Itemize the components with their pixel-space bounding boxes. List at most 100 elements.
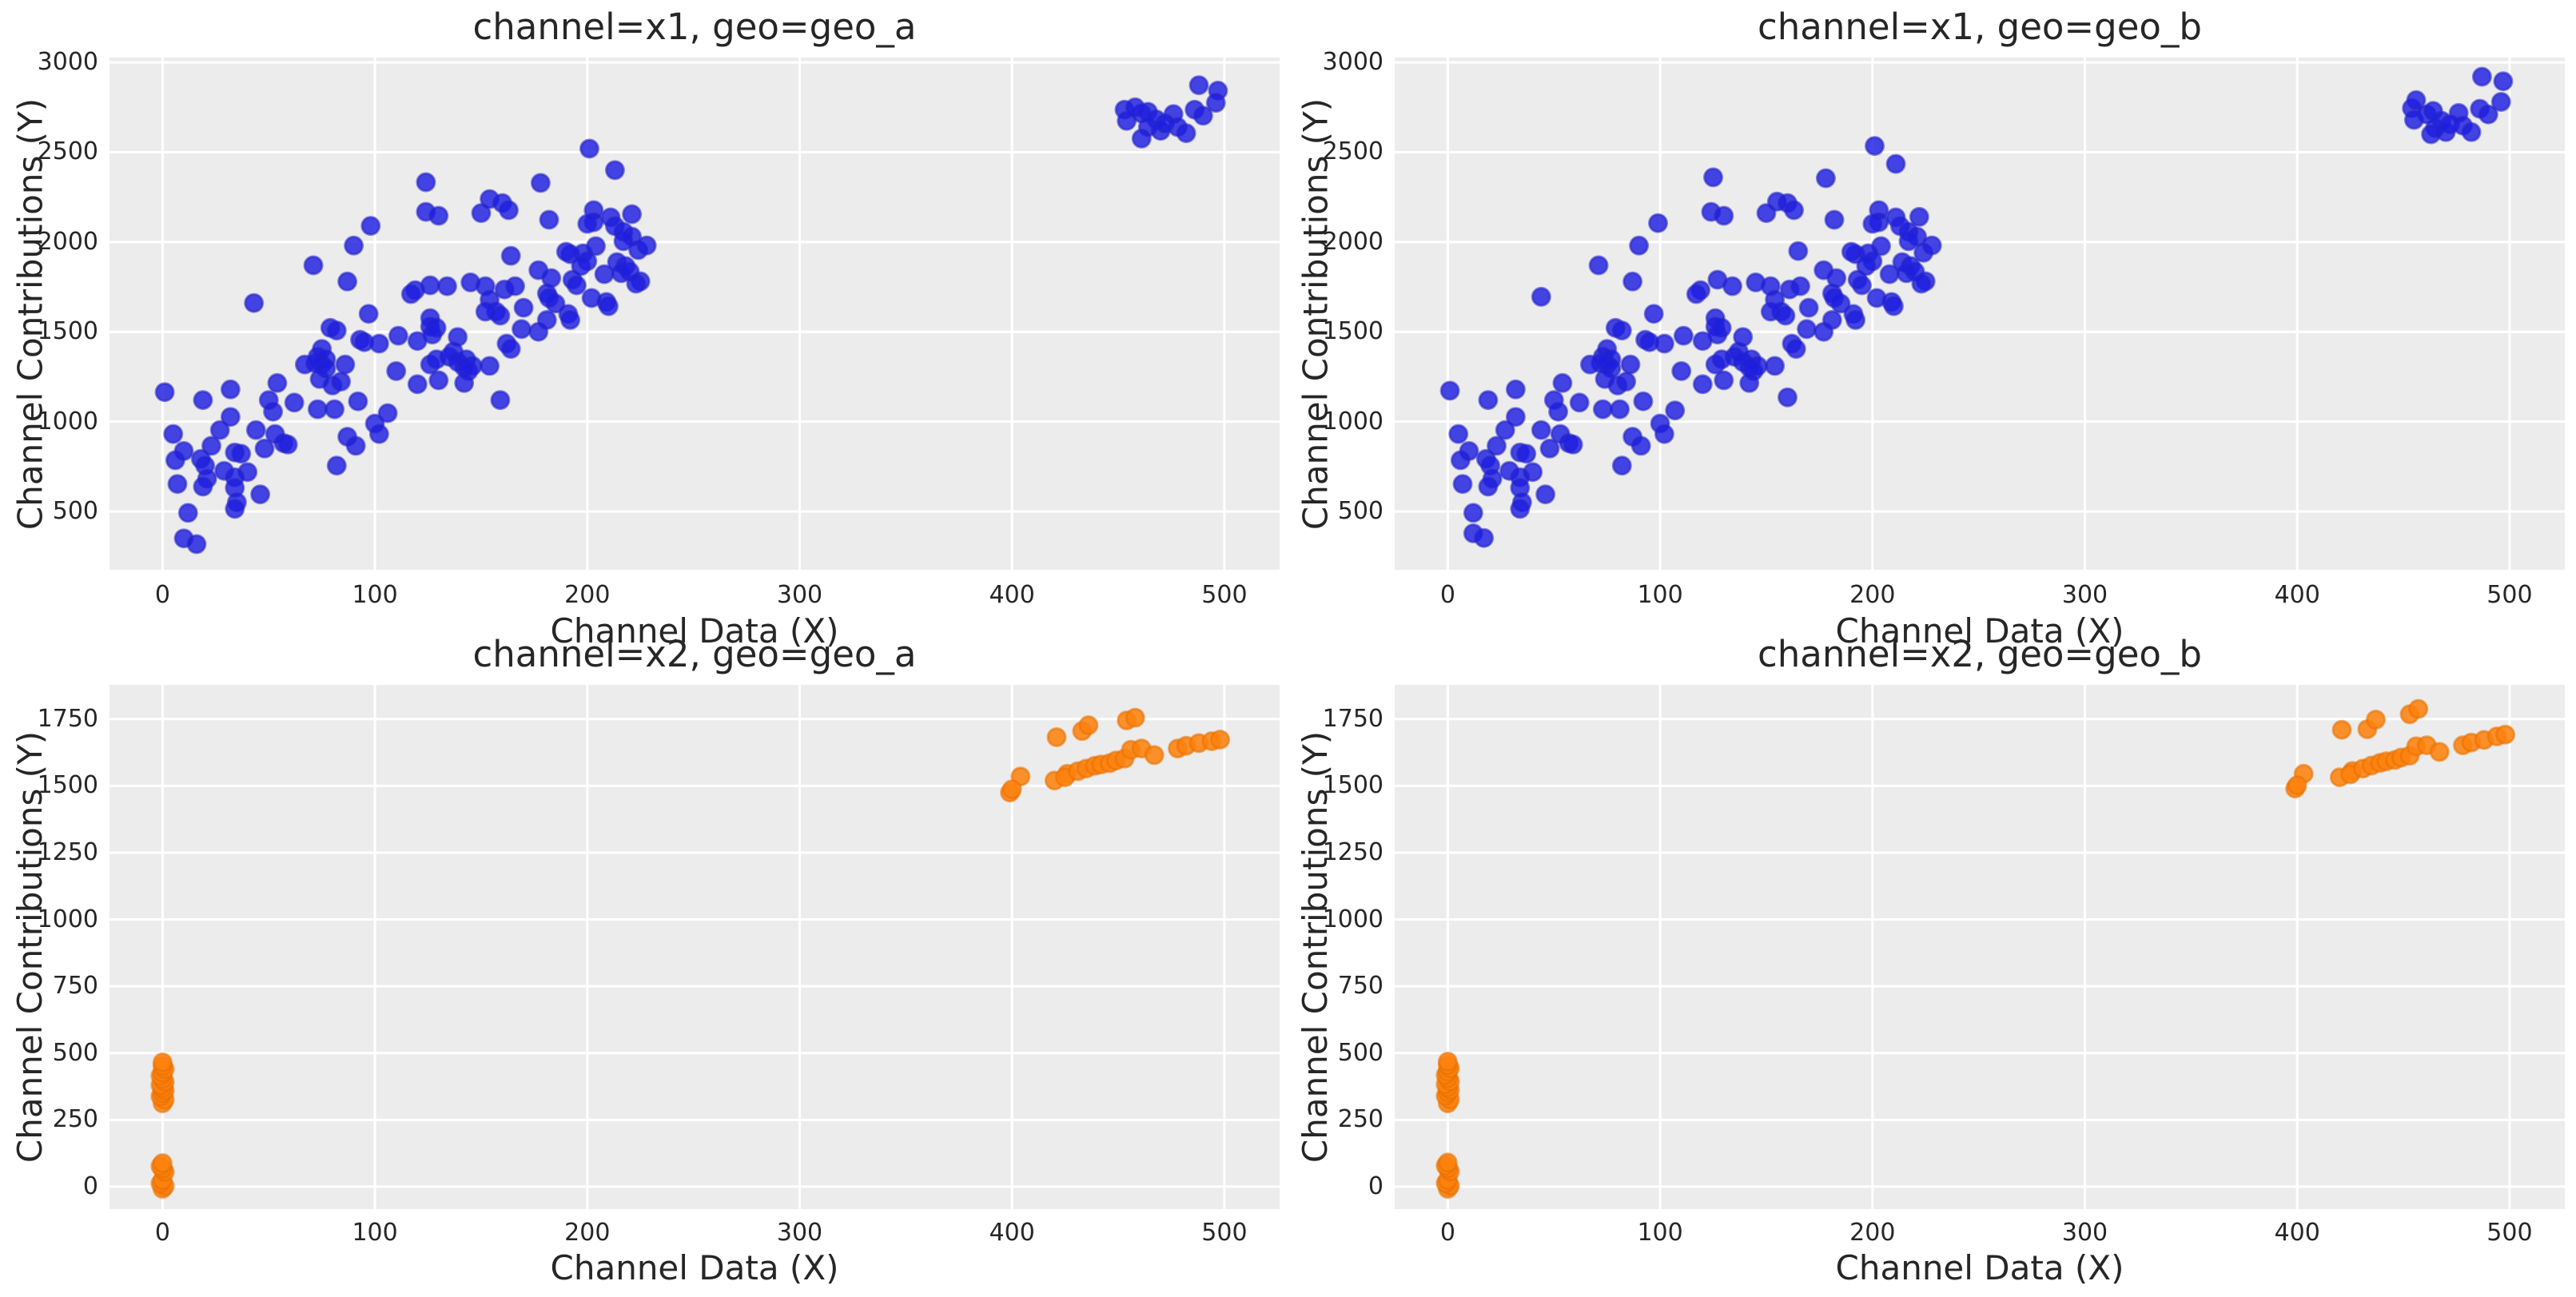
y-tick-label: 500 <box>52 496 98 525</box>
x-tick-label: 400 <box>2274 581 2320 609</box>
scatter-point <box>1188 75 1209 96</box>
scatter-point <box>1797 319 1817 340</box>
scatter-point <box>345 436 366 456</box>
scatter-point <box>1495 420 1515 440</box>
scatter-point <box>220 379 241 400</box>
scatter-point <box>1633 391 1654 412</box>
scatter-point <box>186 534 207 555</box>
scatter-point <box>1784 200 1804 221</box>
scatter-point <box>1505 379 1526 400</box>
scatter-point <box>1548 401 1569 422</box>
scatter-point <box>1463 503 1483 523</box>
scatter-point <box>428 205 449 226</box>
scatter-point <box>277 434 298 455</box>
scatter-point <box>335 354 356 375</box>
plot-area-x2-geo-b <box>1395 685 2565 1209</box>
scatter-point <box>1611 320 1632 341</box>
scatter-point <box>1692 374 1713 395</box>
x-tick-label: 100 <box>1637 581 1683 609</box>
y-tick-label: 1000 <box>1322 905 1384 933</box>
scatter-point <box>636 235 657 256</box>
subplot-title-x1-geo-a: channel=x1, geo=geo_a <box>472 6 917 48</box>
scatter-point <box>1714 205 1734 226</box>
scatter-point <box>500 245 521 266</box>
scatter-point <box>1579 354 1600 375</box>
x-tick-label: 300 <box>776 581 823 609</box>
x-tick-label: 400 <box>989 1219 1035 1247</box>
scatter-point <box>1824 288 1845 308</box>
x-axis-label: Channel Data (X) <box>1835 611 2124 650</box>
scatter-point <box>1450 450 1471 471</box>
scatter-point <box>1192 105 1213 126</box>
scatter-point <box>1921 235 1942 256</box>
x-tick-label: 400 <box>2274 1219 2320 1247</box>
y-tick-label: 1250 <box>37 837 98 866</box>
scatter-point <box>1437 1051 1458 1072</box>
scatter-point <box>1630 436 1651 456</box>
x-tick-label: 300 <box>2061 1219 2108 1247</box>
scatter-point <box>1510 499 1531 519</box>
scatter-point <box>1176 123 1196 144</box>
scatter-point <box>167 474 188 495</box>
scatter-point <box>1778 387 1798 408</box>
scatter-point <box>294 354 315 375</box>
scatter-point <box>388 325 408 346</box>
scatter-point <box>254 438 275 459</box>
scatter-point <box>560 309 581 330</box>
scatter-point <box>326 456 347 476</box>
scatter-point <box>1569 392 1590 413</box>
scatter-point <box>1711 349 1732 370</box>
scatter-point <box>368 333 389 354</box>
y-tick-label: 1500 <box>1322 317 1384 346</box>
scatter-point <box>1798 297 1819 318</box>
scatter-point <box>1739 372 1760 393</box>
x-axis-label: Channel Data (X) <box>550 1248 839 1287</box>
scatter-point <box>1125 97 1145 117</box>
scatter-point <box>220 407 241 428</box>
y-axis-label: Channel Contributions (Y) <box>1296 730 1335 1164</box>
x-axis-label: Channel Data (X) <box>1835 1248 2124 1287</box>
scatter-point <box>1516 444 1537 464</box>
scatter-point <box>358 304 379 324</box>
x-tick-label: 500 <box>2486 1219 2533 1247</box>
x-tick-label: 200 <box>564 1219 611 1247</box>
scatter-point <box>377 403 398 424</box>
scatter-point <box>407 374 428 395</box>
scatter-point <box>1654 333 1674 354</box>
scatter-point <box>579 138 599 159</box>
scatter-point <box>490 390 511 411</box>
x-tick-label: 0 <box>154 581 170 609</box>
scatter-point <box>1707 324 1728 345</box>
x-tick-label: 100 <box>352 1219 398 1247</box>
y-tick-label: 1500 <box>37 317 98 346</box>
plot-area-x1-geo-a <box>109 58 1280 570</box>
y-tick-label: 1000 <box>1322 407 1384 436</box>
scatter-point <box>1898 231 1919 252</box>
scatter-point <box>360 216 381 237</box>
scatter-point <box>1852 275 1872 296</box>
scatter-point <box>2366 710 2386 730</box>
scatter-point <box>604 160 625 181</box>
scatter-point <box>2406 90 2427 110</box>
scatter-point <box>1622 271 1643 292</box>
scatter-point <box>2287 775 2307 796</box>
scatter-point <box>152 1153 173 1173</box>
scatter-point <box>1909 206 1929 227</box>
scatter-point <box>331 372 352 392</box>
scatter-point <box>263 401 284 422</box>
scatter-point <box>1155 113 1175 133</box>
scatter-point <box>2461 121 2482 142</box>
x-tick-label: 200 <box>564 581 611 609</box>
x-tick-label: 200 <box>1849 581 1896 609</box>
scatter-point <box>2408 698 2429 719</box>
scatter-point <box>422 324 443 345</box>
scatter-point <box>1610 399 1630 420</box>
y-tick-label: 750 <box>52 972 98 1001</box>
scatter-point <box>577 213 598 234</box>
scatter-point <box>428 370 449 391</box>
scatter-point <box>2495 724 2516 745</box>
plot-background <box>1395 58 2565 570</box>
scatter-point <box>368 424 389 444</box>
scatter-point <box>499 200 519 221</box>
scatter-point <box>244 292 265 313</box>
